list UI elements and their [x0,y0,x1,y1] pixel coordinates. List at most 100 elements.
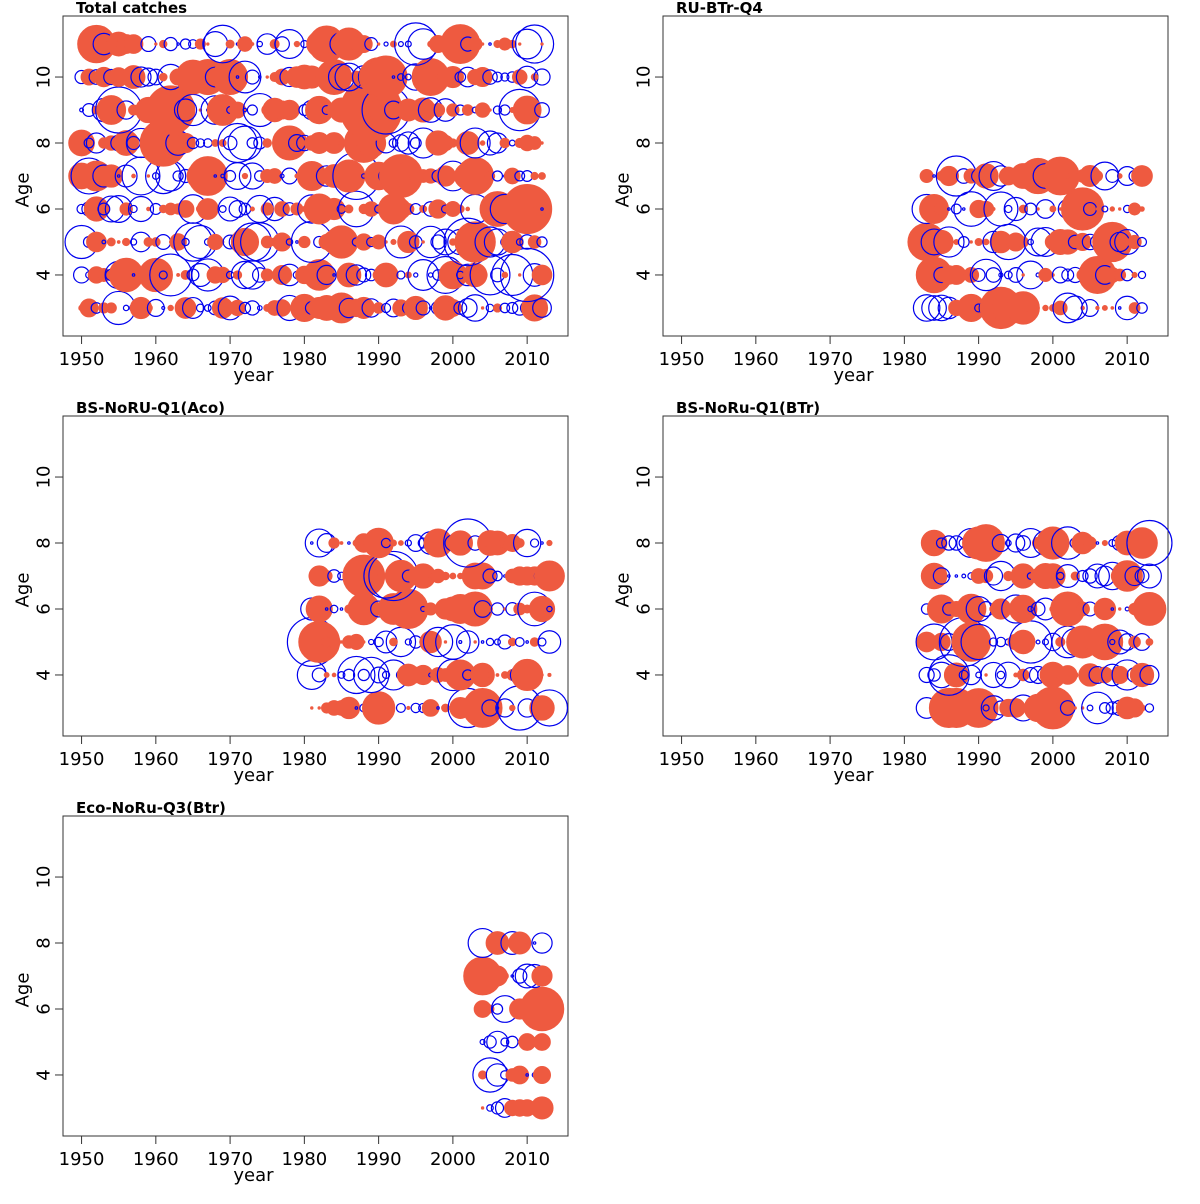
bubble-negative [537,630,562,654]
bubble-negative [961,573,967,579]
bubble-negative [1061,268,1075,282]
bubble-negative [79,107,85,113]
bubble-positive [1052,534,1069,552]
bubble-positive [293,40,301,48]
bubble-positive [298,235,311,249]
bubble-positive [526,666,543,683]
bubble-positive [470,662,495,688]
bubble-negative [1006,533,1026,553]
bubble-positive [1036,207,1040,211]
bubble-negative [455,630,480,654]
bubble-positive [214,266,231,284]
bubble-positive [1005,698,1026,718]
bubble-positive [158,72,168,82]
bubble-positive [154,42,158,46]
bubble-positive [187,156,228,196]
bubble-positive [332,159,366,193]
panel-3: BS-NoRU-Q1(Aco) 1950 1960 1970 1980 1990 2000 2… [13,399,569,786]
bubble-negative [161,305,166,311]
x-tick-label: 1960 [733,349,779,370]
bubble-positive [1038,267,1053,283]
bubble-negative [1027,238,1035,246]
bubble-positive [1129,662,1155,688]
bubble-negative [309,541,314,545]
bubble-negative [410,702,422,714]
bubble-positive [237,36,253,52]
bubble-positive [929,229,954,255]
bubble-negative [1035,639,1041,645]
bubble-negative [256,305,263,311]
plot-frame [62,15,569,337]
bubble-positive [390,238,397,246]
bubble-negative [492,71,503,83]
x-tick-label: 1990 [356,749,402,770]
bubble-positive [206,42,210,46]
panel-title: BS-NoRu-Q1(BTr) [676,399,820,417]
bubble-positive [1095,207,1100,211]
bubble-positive [969,240,973,244]
bubble-positive [249,206,255,212]
bubble-negative [1027,605,1034,613]
y-axis-label: Age [13,173,34,208]
bubble-positive [354,35,373,53]
bubble-positive [920,562,948,590]
bubble-positive [472,231,493,253]
bubble-negative [244,300,261,316]
bubble-positive [123,34,144,54]
bubble-negative [1081,691,1114,725]
bubble-negative [491,170,504,182]
bubble-negative [381,670,391,680]
bubble-positive [122,237,131,247]
bubble-positive [441,571,450,581]
y-tick-label: 8 [634,537,655,548]
bubble-negative [138,67,158,87]
bubble-positive [447,530,473,556]
bubble-positive [295,108,299,112]
x-tick-label: 1950 [59,749,105,770]
bubble-positive [1127,234,1142,250]
bubble-positive [348,633,365,651]
bubble-positive [225,39,235,49]
bubble-negative [912,294,941,322]
bubble-positive [974,237,983,246]
bubble-positive [1086,623,1124,661]
bubbles [64,22,555,326]
x-tick-label: 2010 [504,1149,550,1170]
bubble-negative [530,689,569,727]
bubble-positive [96,95,127,125]
x-tick-label: 1980 [881,349,927,370]
bubble-positive [1055,636,1066,648]
bubble-positive [167,304,174,312]
bubble-positive [530,171,539,181]
bubble-positive [176,273,181,277]
bubble-negative [396,73,405,81]
bubble-negative [985,267,1002,283]
bubble-positive [1118,207,1122,211]
bubble-positive [503,167,521,185]
bubble-positive [388,269,399,281]
bubble-negative [512,968,528,984]
x-tick-label: 1960 [133,1149,179,1170]
bubble-positive [499,137,511,149]
bubble-positive [533,560,565,592]
bubble-negative [391,75,396,79]
bubble-negative [491,253,534,297]
bubble-negative [971,267,986,282]
bubble-positive [525,941,529,945]
bubbles [915,519,1173,730]
bubble-negative [980,661,1007,689]
bubble-positive [218,139,227,147]
bubble-negative [244,69,260,85]
bubble-positive [474,102,491,118]
bubble-negative [1126,519,1173,567]
bubble-negative [492,570,503,582]
bubble-negative [488,42,492,46]
bubble-positive [502,183,553,235]
bubble-negative [1098,702,1111,714]
y-tick-label: 10 [34,866,55,889]
y-tick-label: 10 [34,466,55,489]
bubble-negative [83,137,95,149]
bubble-positive [984,673,988,677]
bubble-negative [347,541,351,545]
bubble-positive [1131,165,1153,187]
